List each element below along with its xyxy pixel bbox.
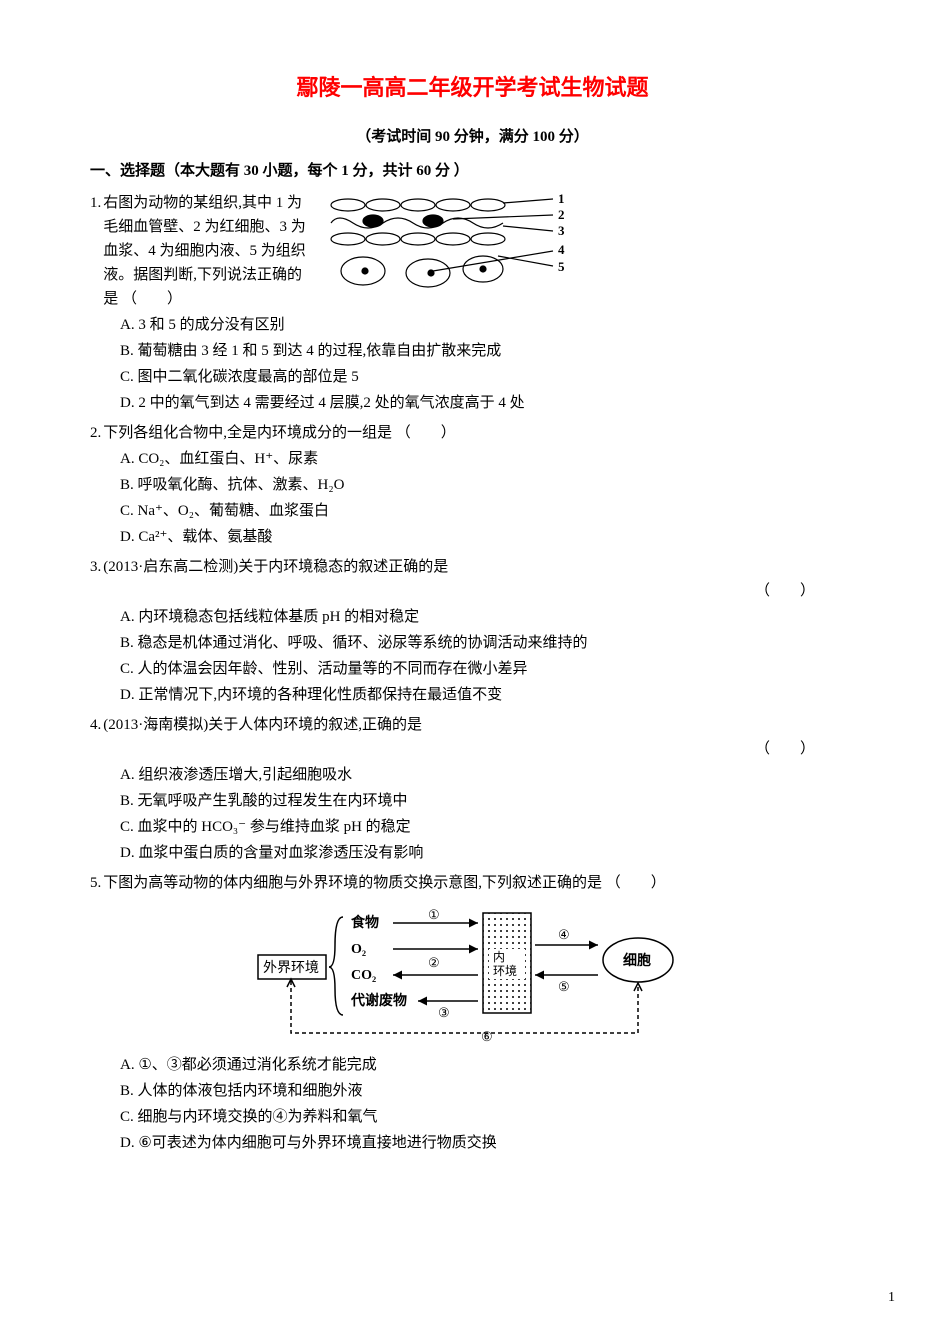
question-5: 5. 下图为高等动物的体内细胞与外界环境的物质交换示意图,下列叙述正确的是 （ … xyxy=(90,871,855,1155)
q3-optA: A. 内环境稳态包括线粒体基质 pH 的相对稳定 xyxy=(90,605,855,629)
q5-optB: B. 人体的体液包括内环境和细胞外液 xyxy=(90,1079,855,1103)
q5-optD: D. ⑥可表述为体内细胞可与外界环境直接地进行物质交换 xyxy=(90,1131,855,1155)
q5-paren: （ ） xyxy=(606,871,666,895)
q2-optC: C. Na⁺、O₂、葡萄糖、血浆蛋白 xyxy=(90,499,855,523)
q5-stem: 下图为高等动物的体内细胞与外界环境的物质交换示意图,下列叙述正确的是 xyxy=(103,875,602,891)
q5-item-waste: 代谢废物 xyxy=(350,992,407,1009)
section-heading: 一、选择题（本大题有 30 小题，每个 1 分，共计 60 分 ） xyxy=(90,159,855,183)
exam-subtitle: （考试时间 90 分钟，满分 100 分） xyxy=(90,125,855,149)
q4-optA: A. 组织液渗透压增大,引起细胞吸水 xyxy=(90,763,855,787)
q4-optB: B. 无氧呼吸产生乳酸的过程发生在内环境中 xyxy=(90,789,855,813)
q1-label-5: 5 xyxy=(558,259,565,274)
q5-c2: ② xyxy=(428,955,440,970)
q5-right-box: 细胞 xyxy=(623,952,651,969)
q5-num: 5. xyxy=(90,871,103,895)
q1-diagram: 1 2 3 4 5 xyxy=(323,191,583,296)
q4-optC: C. 血浆中的 HCO₃⁻ 参与维持血浆 pH 的稳定 xyxy=(90,815,855,839)
q4-paren: （ ） xyxy=(755,741,815,757)
q1-stem: 右图为动物的某组织,其中 1 为毛细血管壁、2 为红细胞、3 为血浆、4 为细胞… xyxy=(103,191,313,311)
q3-paren: （ ） xyxy=(755,583,815,599)
q1-paren: （ ） xyxy=(122,287,182,311)
question-3: 3. (2013·启东高二检测)关于内环境稳态的叙述正确的是 （ ） A. 内环… xyxy=(90,555,855,707)
q2-stem: 下列各组化合物中,全是内环境成分的一组是 xyxy=(103,425,392,441)
q4-optD: D. 血浆中蛋白质的含量对血浆渗透压没有影响 xyxy=(90,841,855,865)
q3-optD: D. 正常情况下,内环境的各种理化性质都保持在最适值不变 xyxy=(90,683,855,707)
q1-label-1: 1 xyxy=(558,191,565,206)
q1-optA: A. 3 和 5 的成分没有区别 xyxy=(90,313,855,337)
q2-paren: （ ） xyxy=(396,421,456,445)
q5-item-o2: O₂ xyxy=(351,942,366,957)
q5-left-box: 外界环境 xyxy=(263,960,319,976)
q5-item-co2: CO₂ xyxy=(351,968,376,983)
q3-optC: C. 人的体温会因年龄、性别、活动量等的不同而存在微小差异 xyxy=(90,657,855,681)
q1-optD: D. 2 中的氧气到达 4 需要经过 4 层膜,2 处的氧气浓度高于 4 处 xyxy=(90,391,855,415)
q5-c3: ③ xyxy=(438,1005,450,1020)
question-4: 4. (2013·海南模拟)关于人体内环境的叙述,正确的是 （ ） A. 组织液… xyxy=(90,713,855,865)
q5-c4: ④ xyxy=(558,927,570,942)
q5-diagram: 外界环境 食物 O₂ CO₂ 代谢废物 ① ② ③ 内 环境 ④ ⑤ xyxy=(253,905,693,1045)
page-number: 1 xyxy=(888,1287,895,1309)
q2-num: 2. xyxy=(90,421,103,445)
q2-optB: B. 呼吸氧化酶、抗体、激素、H₂O xyxy=(90,473,855,497)
q3-num: 3. xyxy=(90,555,103,579)
q1-label-3: 3 xyxy=(558,223,565,238)
q5-c6: ⑥ xyxy=(481,1029,493,1044)
q5-item-food: 食物 xyxy=(351,914,379,931)
q3-stem: (2013·启东高二检测)关于内环境稳态的叙述正确的是 xyxy=(103,559,448,575)
q4-stem: (2013·海南模拟)关于人体内环境的叙述,正确的是 xyxy=(103,717,422,733)
q5-optC: C. 细胞与内环境交换的④为养料和氧气 xyxy=(90,1105,855,1129)
q3-optB: B. 稳态是机体通过消化、呼吸、循环、泌尿等系统的协调活动来维持的 xyxy=(90,631,855,655)
page-title: 鄢陵一高高二年级开学考试生物试题 xyxy=(90,70,855,105)
question-2: 2. 下列各组化合物中,全是内环境成分的一组是 （ ） A. CO₂、血红蛋白、… xyxy=(90,421,855,549)
q5-center-2: 环境 xyxy=(493,963,517,978)
q1-label-4: 4 xyxy=(558,242,565,257)
q2-optD: D. Ca²⁺、载体、氨基酸 xyxy=(90,525,855,549)
q4-num: 4. xyxy=(90,713,103,737)
q5-center-1: 内 xyxy=(493,950,505,964)
q5-optA: A. ①、③都必须通过消化系统才能完成 xyxy=(90,1053,855,1077)
question-1: 1. 右图为动物的某组织,其中 1 为毛细血管壁、2 为红细胞、3 为血浆、4 … xyxy=(90,191,855,415)
q5-c1: ① xyxy=(428,907,440,922)
q1-optB: B. 葡萄糖由 3 经 1 和 5 到达 4 的过程,依靠自由扩散来完成 xyxy=(90,339,855,363)
q1-num: 1. xyxy=(90,191,103,215)
q2-optA: A. CO₂、血红蛋白、H⁺、尿素 xyxy=(90,447,855,471)
q5-c5: ⑤ xyxy=(558,979,570,994)
q1-label-2: 2 xyxy=(558,207,565,222)
q1-optC: C. 图中二氧化碳浓度最高的部位是 5 xyxy=(90,365,855,389)
